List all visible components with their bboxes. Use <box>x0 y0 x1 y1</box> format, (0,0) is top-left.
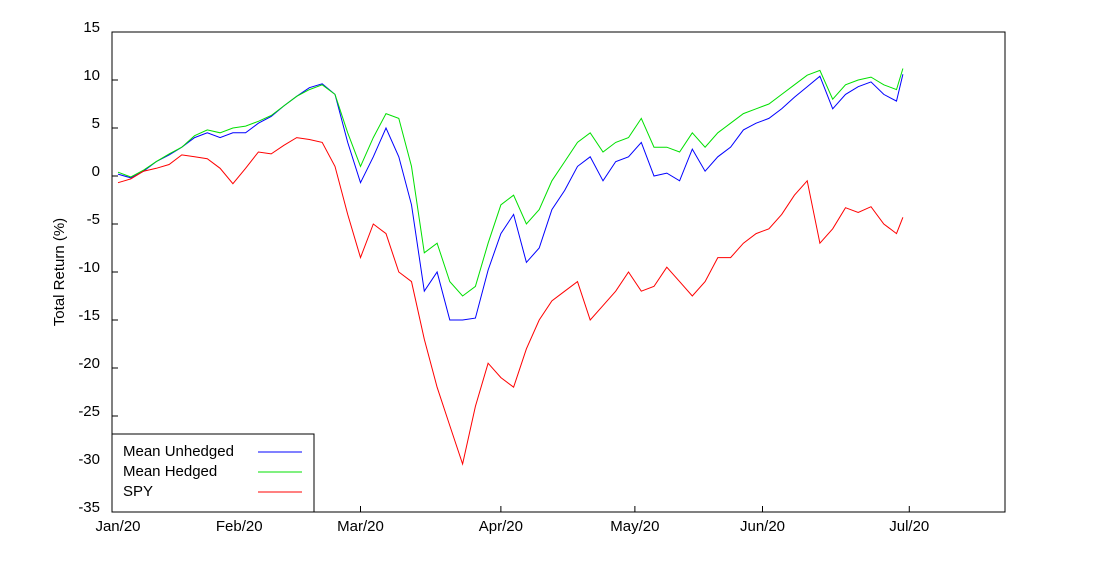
x-tick-label: Apr/20 <box>479 518 523 535</box>
y-tick-label: -5 <box>87 211 100 228</box>
y-tick-label: -35 <box>78 499 100 516</box>
legend-label: Mean Unhedged <box>123 443 234 460</box>
y-tick-label: -30 <box>78 451 100 468</box>
line-series <box>117 137 904 466</box>
x-tick-label: Mar/20 <box>337 518 384 535</box>
legend-box <box>111 433 315 513</box>
legend-label: Mean Hedged <box>123 463 217 480</box>
y-tick-label: 15 <box>83 19 100 36</box>
x-tick-label: May/20 <box>610 518 659 535</box>
y-tick-label: -25 <box>78 403 100 420</box>
x-tick-label: Jan/20 <box>95 518 140 535</box>
line-series <box>117 74 904 321</box>
y-tick-label: 0 <box>92 163 100 180</box>
line-series <box>117 68 904 297</box>
x-tick-label: Jun/20 <box>740 518 785 535</box>
legend-label: SPY <box>123 483 153 500</box>
x-tick-label: Jul/20 <box>889 518 929 535</box>
y-tick-label: -10 <box>78 259 100 276</box>
y-tick-label: 5 <box>92 115 100 132</box>
x-tick-label: Feb/20 <box>216 518 263 535</box>
y-tick-label: -15 <box>78 307 100 324</box>
y-tick-label: 10 <box>83 67 100 84</box>
y-axis-label: Total Return (%) <box>51 218 68 326</box>
y-tick-label: -20 <box>78 355 100 372</box>
